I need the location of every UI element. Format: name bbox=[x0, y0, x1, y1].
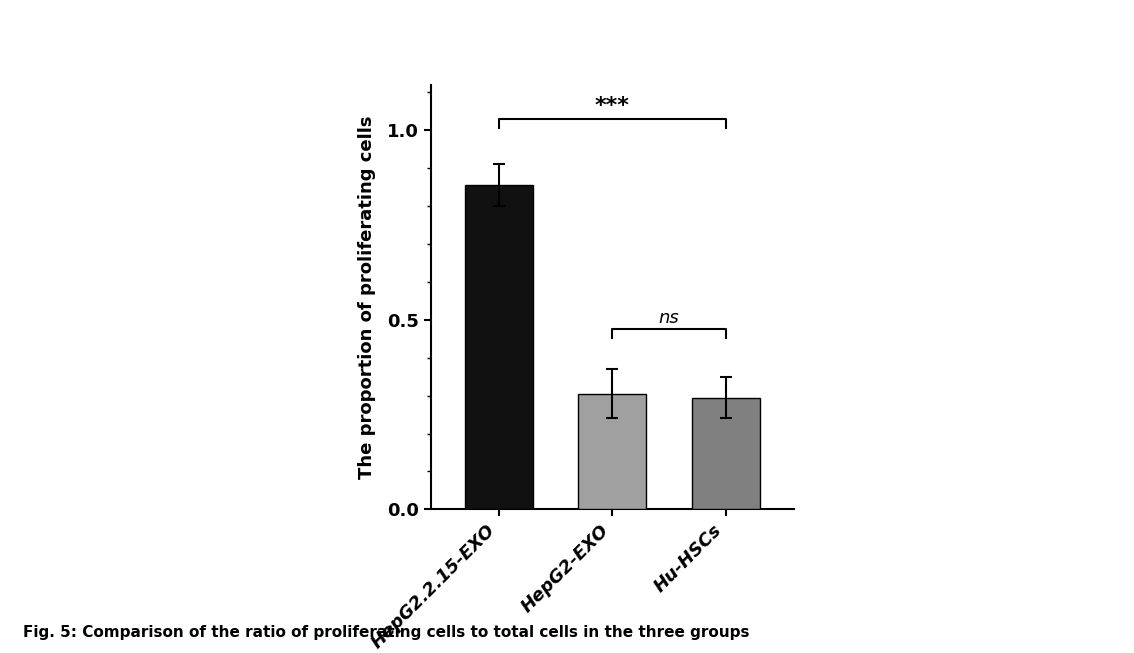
Text: ***: *** bbox=[595, 96, 629, 116]
Bar bbox=[465, 185, 533, 509]
Text: ns: ns bbox=[659, 310, 679, 327]
Y-axis label: The proportion of proliferating cells: The proportion of proliferating cells bbox=[358, 116, 376, 479]
Text: Fig. 5: Comparison of the ratio of proliferating cells to total cells in the thr: Fig. 5: Comparison of the ratio of proli… bbox=[23, 625, 750, 640]
Bar bbox=[692, 398, 760, 509]
Bar bbox=[578, 394, 646, 509]
